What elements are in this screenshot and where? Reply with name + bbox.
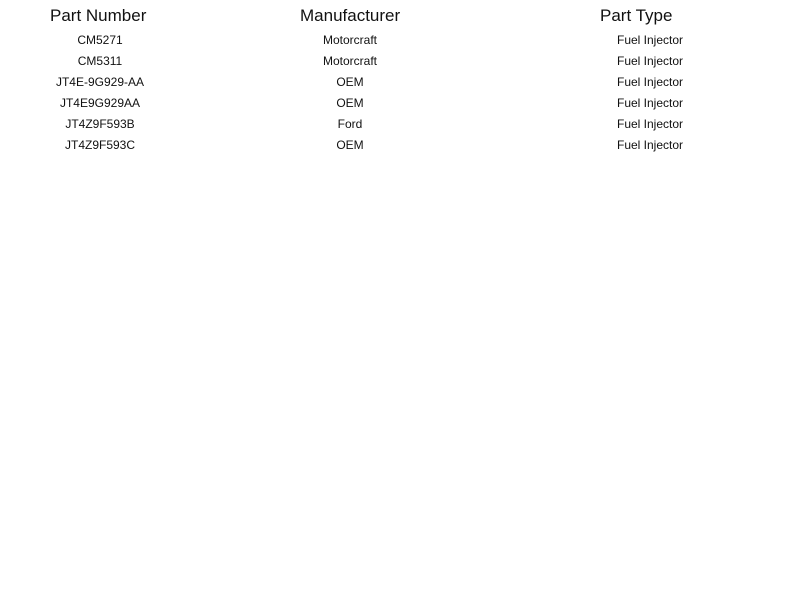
table-row: JT4E9G929AA OEM Fuel Injector bbox=[0, 93, 800, 114]
header-part-type: Part Type bbox=[600, 6, 673, 25]
cell-part-type: Fuel Injector bbox=[616, 33, 684, 47]
cell-manufacturer: Motorcraft bbox=[322, 33, 377, 47]
cell-manufacturer: Motorcraft bbox=[322, 54, 377, 68]
cell-part-number: JT4Z9F593C bbox=[64, 138, 136, 152]
header-manufacturer: Manufacturer bbox=[300, 6, 401, 25]
cell-part-type: Fuel Injector bbox=[616, 96, 684, 110]
table-row: CM5271 Motorcraft Fuel Injector bbox=[0, 30, 800, 51]
cell-manufacturer: Ford bbox=[337, 117, 363, 131]
cell-part-type: Fuel Injector bbox=[616, 138, 684, 152]
table-row: CM5311 Motorcraft Fuel Injector bbox=[0, 51, 800, 72]
table-row: JT4Z9F593B Ford Fuel Injector bbox=[0, 114, 800, 135]
header-part-number: Part Number bbox=[50, 6, 147, 25]
cell-part-number: JT4Z9F593B bbox=[65, 117, 135, 131]
cell-manufacturer: OEM bbox=[336, 75, 364, 89]
cell-part-number: JT4E-9G929-AA bbox=[55, 75, 145, 89]
cell-part-type: Fuel Injector bbox=[616, 117, 684, 131]
cell-part-type: Fuel Injector bbox=[616, 75, 684, 89]
cell-part-type: Fuel Injector bbox=[616, 54, 684, 68]
table-row: JT4Z9F593C OEM Fuel Injector bbox=[0, 135, 800, 156]
cell-part-number: CM5311 bbox=[77, 54, 123, 68]
table-row: JT4E-9G929-AA OEM Fuel Injector bbox=[0, 72, 800, 93]
cell-manufacturer: OEM bbox=[336, 96, 364, 110]
cell-manufacturer: OEM bbox=[336, 138, 364, 152]
cell-part-number: JT4E9G929AA bbox=[59, 96, 141, 110]
cell-part-number: CM5271 bbox=[77, 33, 123, 47]
